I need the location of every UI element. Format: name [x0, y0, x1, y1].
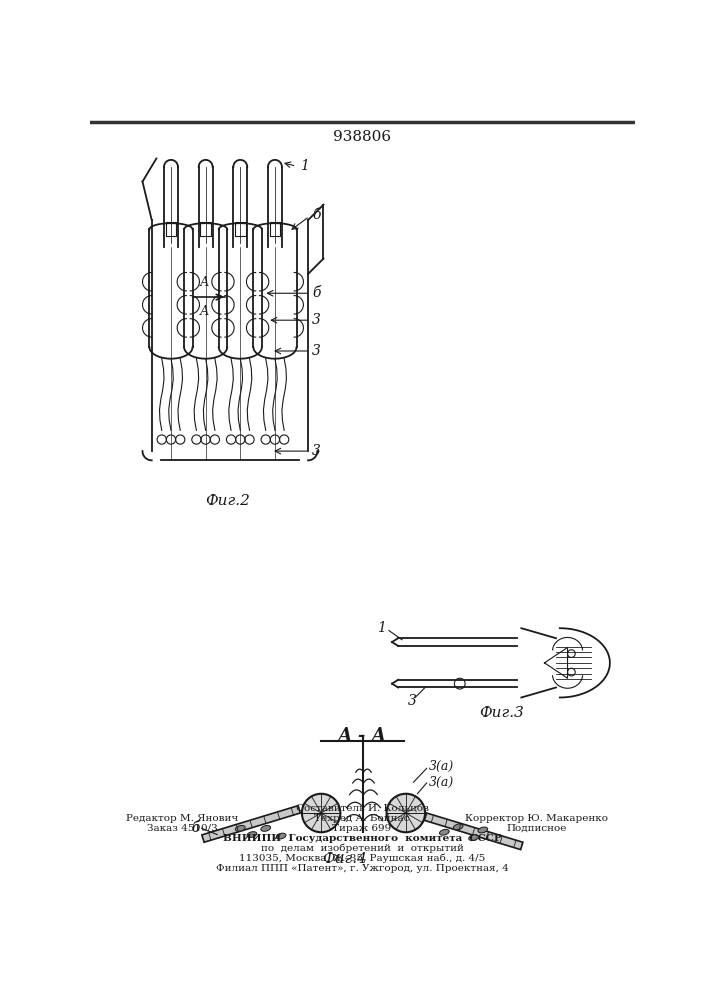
Ellipse shape: [276, 833, 286, 839]
Circle shape: [387, 794, 425, 832]
Ellipse shape: [247, 832, 257, 837]
Polygon shape: [202, 806, 300, 842]
Text: Редактор М. Янович: Редактор М. Янович: [127, 814, 239, 823]
Text: А - А: А - А: [337, 727, 387, 745]
Text: 3: 3: [312, 444, 321, 458]
Text: Тираж 699: Тираж 699: [332, 824, 392, 833]
Polygon shape: [424, 813, 523, 850]
Text: 938806: 938806: [333, 130, 391, 144]
Text: Фиг.2: Фиг.2: [205, 494, 250, 508]
Text: А: А: [200, 276, 209, 289]
Text: 113035, Москва, Ж–35, Раушская наб., д. 4/5: 113035, Москва, Ж–35, Раушская наб., д. …: [239, 854, 485, 863]
Text: 3(а): 3(а): [429, 760, 454, 773]
Text: Заказ 4510/3: Заказ 4510/3: [147, 824, 218, 833]
Text: 3(а): 3(а): [429, 776, 454, 789]
Text: Корректор Ю. Макаренко: Корректор Ю. Макаренко: [465, 814, 608, 823]
Ellipse shape: [261, 825, 271, 831]
Text: ВНИИПИ  Государственного  комитета  СССР: ВНИИПИ Государственного комитета СССР: [223, 834, 501, 843]
Text: по  делам  изобретений  и  открытий: по делам изобретений и открытий: [260, 844, 463, 853]
Text: б: б: [191, 821, 199, 835]
Ellipse shape: [440, 829, 449, 835]
Text: Подписное: Подписное: [506, 824, 567, 833]
Text: Техред А. Бойнас: Техред А. Бойнас: [315, 814, 409, 823]
Ellipse shape: [453, 824, 463, 830]
Ellipse shape: [235, 825, 245, 831]
Text: 1: 1: [300, 159, 308, 173]
Text: Филиал ППП «Патент», г. Ужгород, ул. Проектная, 4: Филиал ППП «Патент», г. Ужгород, ул. Про…: [216, 864, 508, 873]
Text: 1: 1: [377, 621, 385, 635]
Text: б: б: [312, 286, 320, 300]
Text: Составитель И. Кольцов: Составитель И. Кольцов: [296, 803, 428, 812]
Text: А: А: [200, 305, 209, 318]
Ellipse shape: [469, 835, 479, 841]
Text: б: б: [312, 208, 320, 222]
Text: Фиг.3: Фиг.3: [479, 706, 525, 720]
Circle shape: [302, 794, 340, 832]
Text: Фиг.4: Фиг.4: [322, 852, 367, 866]
Text: 3: 3: [312, 344, 321, 358]
Ellipse shape: [478, 827, 488, 833]
Text: 3: 3: [407, 694, 416, 708]
Text: 3: 3: [312, 313, 321, 327]
